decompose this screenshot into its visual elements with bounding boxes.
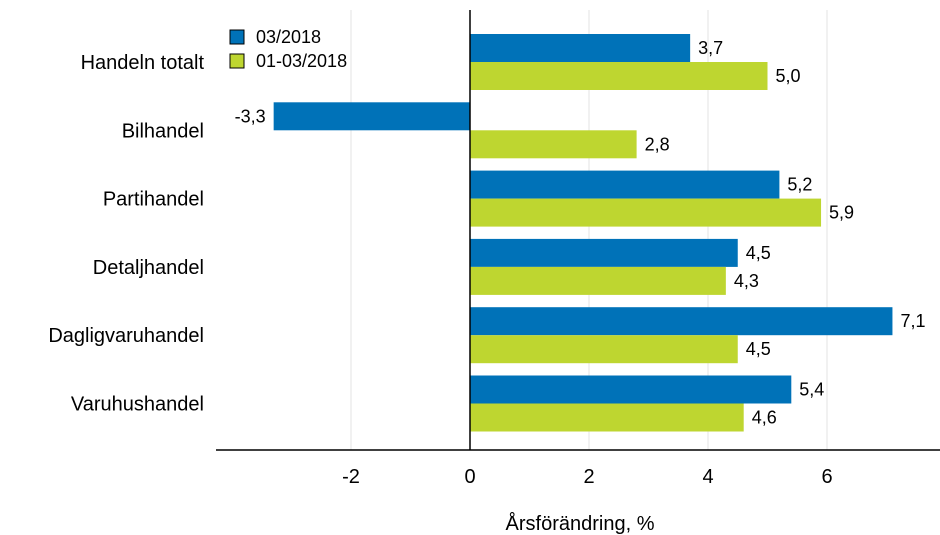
data-label: 5,4 (799, 380, 824, 400)
data-label: 4,6 (752, 408, 777, 428)
bar (470, 403, 744, 432)
category-label: Handeln totalt (81, 52, 205, 74)
data-label: 5,0 (776, 66, 801, 86)
data-label: 3,7 (698, 38, 723, 58)
legend-label: 01-03/2018 (256, 51, 347, 71)
bar (470, 198, 822, 227)
data-label: 2,8 (645, 134, 670, 154)
bar (470, 170, 780, 199)
x-axis-title: Årsförändring, % (506, 512, 655, 535)
x-tick-label: 0 (464, 466, 475, 488)
bar (470, 62, 768, 90)
data-label: 4,5 (746, 339, 771, 359)
data-label: 7,1 (900, 311, 925, 331)
data-label: 5,2 (787, 175, 812, 195)
legend-label: 03/2018 (256, 27, 321, 47)
category-labels: Handeln totalt Bilhandel Partihandel Detalj… (48, 52, 204, 416)
bar (470, 130, 637, 159)
legend-swatch (229, 29, 245, 45)
bars (273, 34, 893, 432)
x-axis: -2 0 2 4 6 (216, 449, 940, 488)
x-tick-label: 6 (821, 466, 832, 488)
category-label: Detaljhandel (93, 257, 204, 279)
x-tick-label: 2 (583, 466, 594, 488)
bar (470, 238, 738, 267)
bar (273, 102, 470, 131)
category-label: Bilhandel (122, 120, 204, 142)
data-label: -3,3 (235, 106, 266, 126)
legend: 03/2018 01-03/2018 (229, 27, 347, 71)
data-label: 4,5 (746, 243, 771, 263)
bar (470, 266, 726, 295)
x-tick-label: 4 (702, 466, 713, 488)
bar (470, 375, 792, 404)
legend-swatch (229, 53, 245, 69)
category-label: Dagligvaruhandel (48, 325, 204, 347)
bar (470, 307, 893, 336)
category-label: Varuhushandel (71, 394, 204, 416)
bar (470, 34, 691, 62)
x-tick-label: -2 (342, 466, 360, 488)
data-label: 5,9 (829, 203, 854, 223)
data-label: 4,3 (734, 271, 759, 291)
bar (470, 335, 738, 364)
data-labels: 3,7 5,0 -3,3 2,8 5,2 5,9 4,5 4,3 7,1 4,5 5,4 4,6 (235, 38, 926, 428)
category-label: Partihandel (103, 189, 204, 211)
